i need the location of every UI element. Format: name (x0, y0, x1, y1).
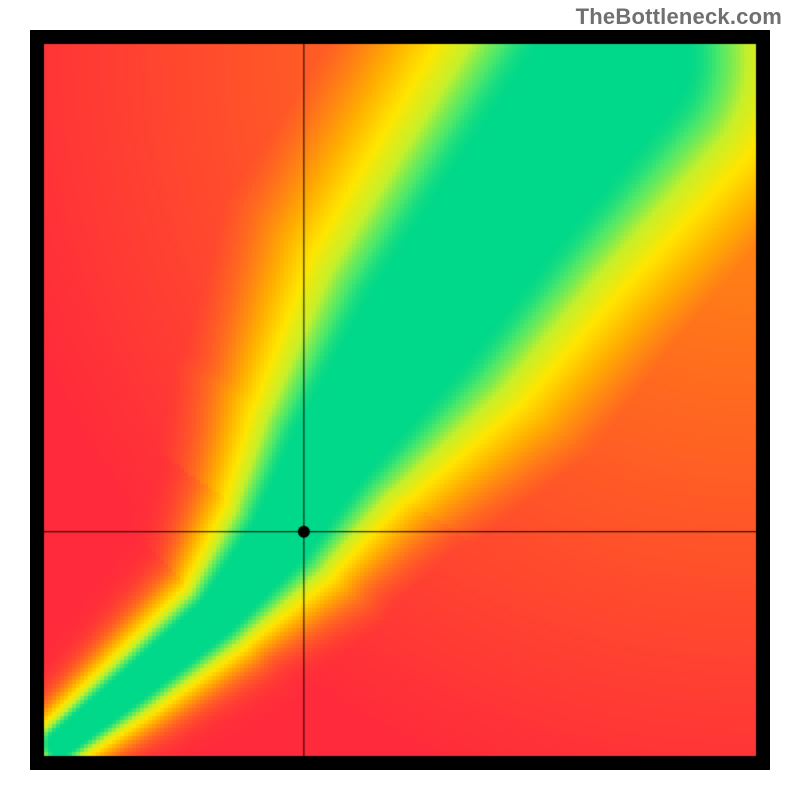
chart-container: TheBottleneck.com (0, 0, 800, 800)
watermark-text: TheBottleneck.com (576, 4, 782, 30)
heatmap-canvas (30, 30, 770, 770)
